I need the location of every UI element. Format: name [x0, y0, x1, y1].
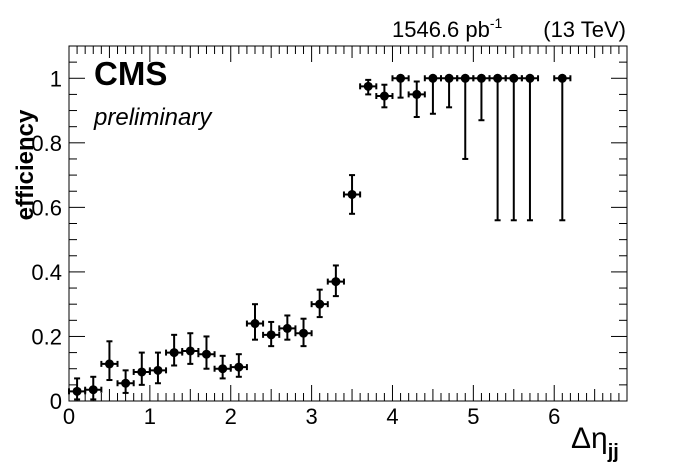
cms-label: CMS	[94, 55, 167, 92]
marker	[493, 73, 503, 83]
data-point	[294, 317, 313, 348]
axis-ticks	[68, 45, 628, 402]
data-point	[342, 174, 362, 215]
marker	[282, 323, 292, 333]
marker	[218, 364, 228, 374]
y-tick-label: 0.6	[31, 195, 62, 220]
y-tick-labels: 0 0.2 0.4 0.6 0.8 1	[31, 66, 62, 414]
data-point	[375, 83, 394, 109]
data-point	[423, 73, 442, 115]
y-tick-label: 0.2	[31, 324, 62, 349]
preliminary-label: preliminary	[93, 104, 213, 131]
data-point	[132, 351, 151, 386]
lumi-exponent: -1	[490, 15, 503, 31]
data-point	[504, 73, 523, 222]
data-point	[68, 377, 87, 401]
marker	[509, 73, 519, 83]
data-point	[213, 354, 232, 380]
marker	[557, 73, 567, 83]
marker	[299, 328, 309, 338]
data-point	[278, 314, 297, 341]
data-point	[391, 73, 410, 99]
marker	[476, 73, 486, 83]
data-point	[407, 80, 426, 118]
x-tick-label: 6	[548, 404, 560, 429]
marker	[250, 319, 260, 329]
data-point	[553, 73, 572, 222]
marker	[460, 73, 470, 83]
x-tick-label: 4	[386, 404, 398, 429]
marker	[396, 73, 406, 83]
y-tick-label: 0.4	[31, 260, 62, 285]
marker	[315, 299, 325, 309]
x-tick-label: 2	[225, 404, 237, 429]
data-point	[326, 264, 345, 298]
marker	[185, 346, 195, 356]
marker	[525, 73, 535, 83]
marker	[412, 89, 422, 99]
marker	[88, 385, 98, 395]
data-point	[488, 73, 507, 222]
data-point	[84, 375, 103, 401]
data-point	[100, 340, 119, 382]
x-tick-labels: 0 1 2 3 4 5 6	[63, 404, 560, 429]
data-point	[116, 369, 135, 394]
data-points	[68, 73, 572, 401]
lumi-value: 1546.6 pb	[392, 17, 490, 42]
x-axis-symbol: Δη	[571, 422, 608, 455]
marker	[363, 81, 373, 91]
data-point	[197, 335, 216, 370]
data-point	[148, 351, 168, 385]
data-point	[310, 288, 329, 319]
data-point	[262, 320, 281, 348]
data-point	[245, 303, 265, 341]
plot-frame	[68, 45, 628, 402]
marker	[104, 359, 114, 369]
data-point	[165, 333, 184, 367]
marker	[72, 386, 82, 396]
y-axis-title: efficiency	[12, 109, 39, 220]
data-point	[456, 73, 475, 160]
x-tick-label: 0	[63, 404, 75, 429]
data-point	[472, 73, 491, 122]
x-axis-subscript: jj	[607, 441, 619, 463]
y-tick-label: 1	[50, 66, 62, 91]
marker	[331, 277, 341, 287]
marker	[379, 91, 389, 101]
x-tick-label: 1	[144, 404, 156, 429]
marker	[428, 73, 438, 83]
data-point	[229, 353, 248, 378]
marker	[444, 73, 454, 83]
x-axis-title: Δηjj	[571, 422, 619, 463]
marker	[121, 378, 131, 388]
data-point	[520, 73, 540, 222]
x-tick-label: 3	[305, 404, 317, 429]
x-tick-label: 5	[467, 404, 479, 429]
marker	[234, 362, 244, 372]
marker	[266, 330, 276, 340]
data-point	[181, 332, 200, 365]
y-tick-label: 0	[50, 389, 62, 414]
marker	[153, 365, 163, 375]
data-point	[440, 73, 459, 109]
marker	[137, 367, 147, 377]
lumi-label: 1546.6 pb-1	[392, 15, 503, 42]
marker	[201, 349, 211, 359]
y-tick-label: 0.8	[31, 131, 62, 156]
data-point	[359, 78, 378, 96]
energy-label: (13 TeV)	[543, 17, 626, 42]
marker	[169, 348, 179, 358]
marker	[347, 189, 357, 199]
